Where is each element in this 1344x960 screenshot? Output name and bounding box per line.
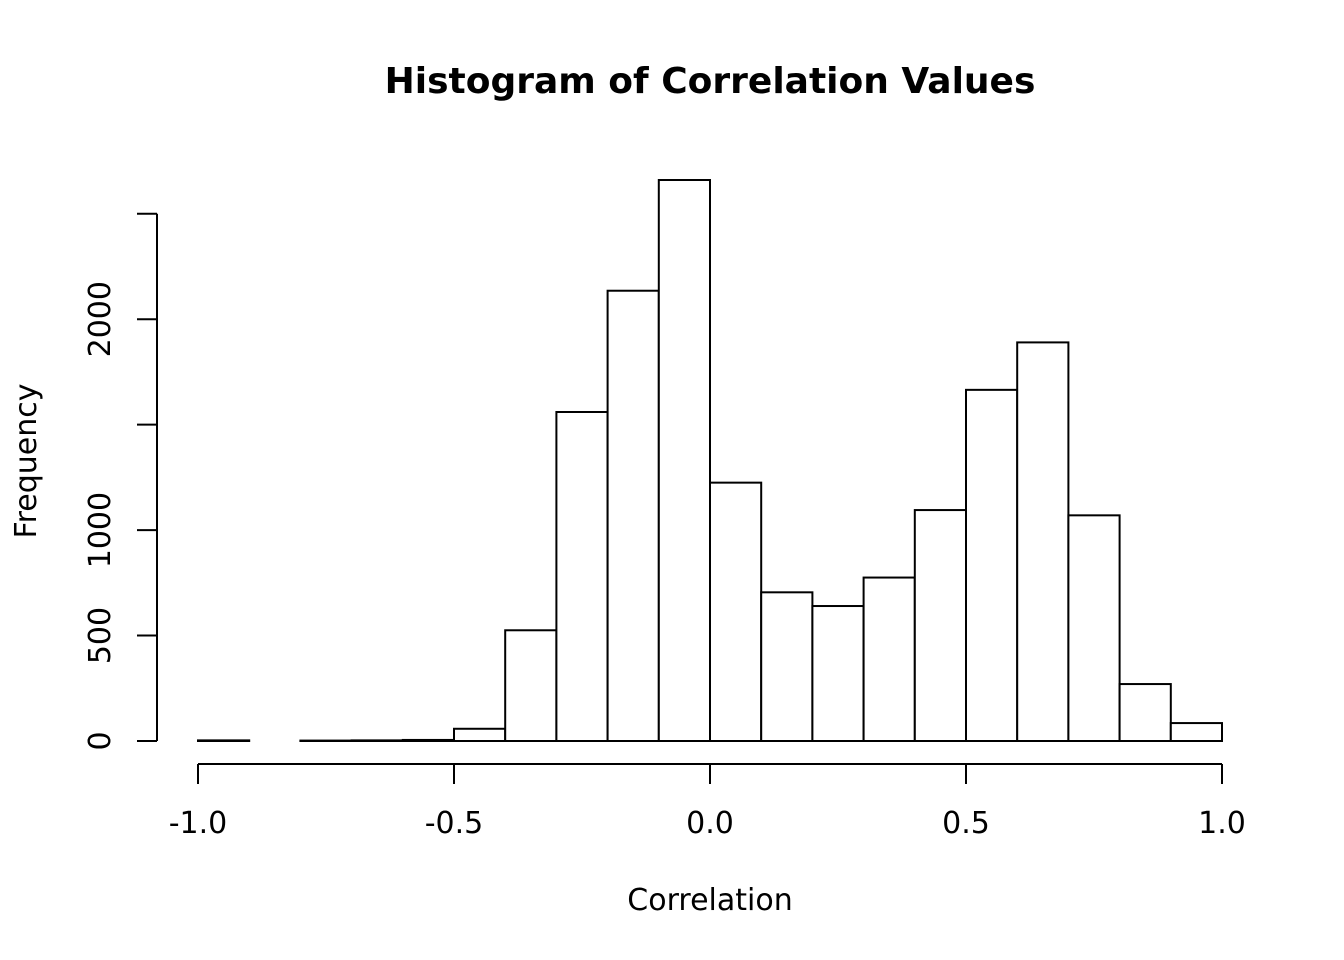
- x-axis-label: Correlation: [627, 883, 792, 918]
- histogram-bar: [504, 629, 558, 743]
- x-tick-label: 0.0: [686, 806, 734, 841]
- histogram-bar: [401, 738, 455, 742]
- histogram-bar: [555, 410, 609, 742]
- histogram-bar: [913, 509, 967, 743]
- histogram-bar: [197, 739, 251, 743]
- histogram-bar: [965, 388, 1019, 742]
- x-tick-label: -0.5: [425, 806, 484, 841]
- y-tick-label: 0: [83, 731, 118, 750]
- histogram-bar: [606, 289, 660, 742]
- histogram-bar: [1118, 683, 1172, 743]
- x-tick-label: -1.0: [169, 806, 228, 841]
- histogram-bar: [862, 576, 916, 742]
- histogram-bar: [453, 727, 507, 743]
- y-tick-label: 500: [83, 607, 118, 664]
- y-axis-label: Frequency: [9, 384, 44, 539]
- histogram-bar: [350, 739, 404, 743]
- y-axis: 0 500 1000 2000: [83, 212, 158, 751]
- histogram-bar: [1169, 722, 1224, 742]
- chart-title: Histogram of Correlation Values: [385, 61, 1036, 102]
- histogram-bar: [760, 591, 814, 742]
- y-tick-label: 2000: [83, 281, 118, 357]
- x-axis: -1.0 -0.5 0.0 0.5 1.0: [169, 763, 1246, 841]
- histogram-bar: [1067, 514, 1121, 742]
- x-tick-label: 0.5: [942, 806, 990, 841]
- x-tick-label: 1.0: [1198, 806, 1246, 841]
- histogram-bar: [1016, 341, 1070, 742]
- y-tick-label: 1000: [83, 492, 118, 568]
- histogram-bars: [197, 179, 1224, 743]
- histogram-bar: [709, 481, 763, 742]
- histogram-bar: [811, 605, 865, 742]
- histogram-bar: [657, 179, 711, 743]
